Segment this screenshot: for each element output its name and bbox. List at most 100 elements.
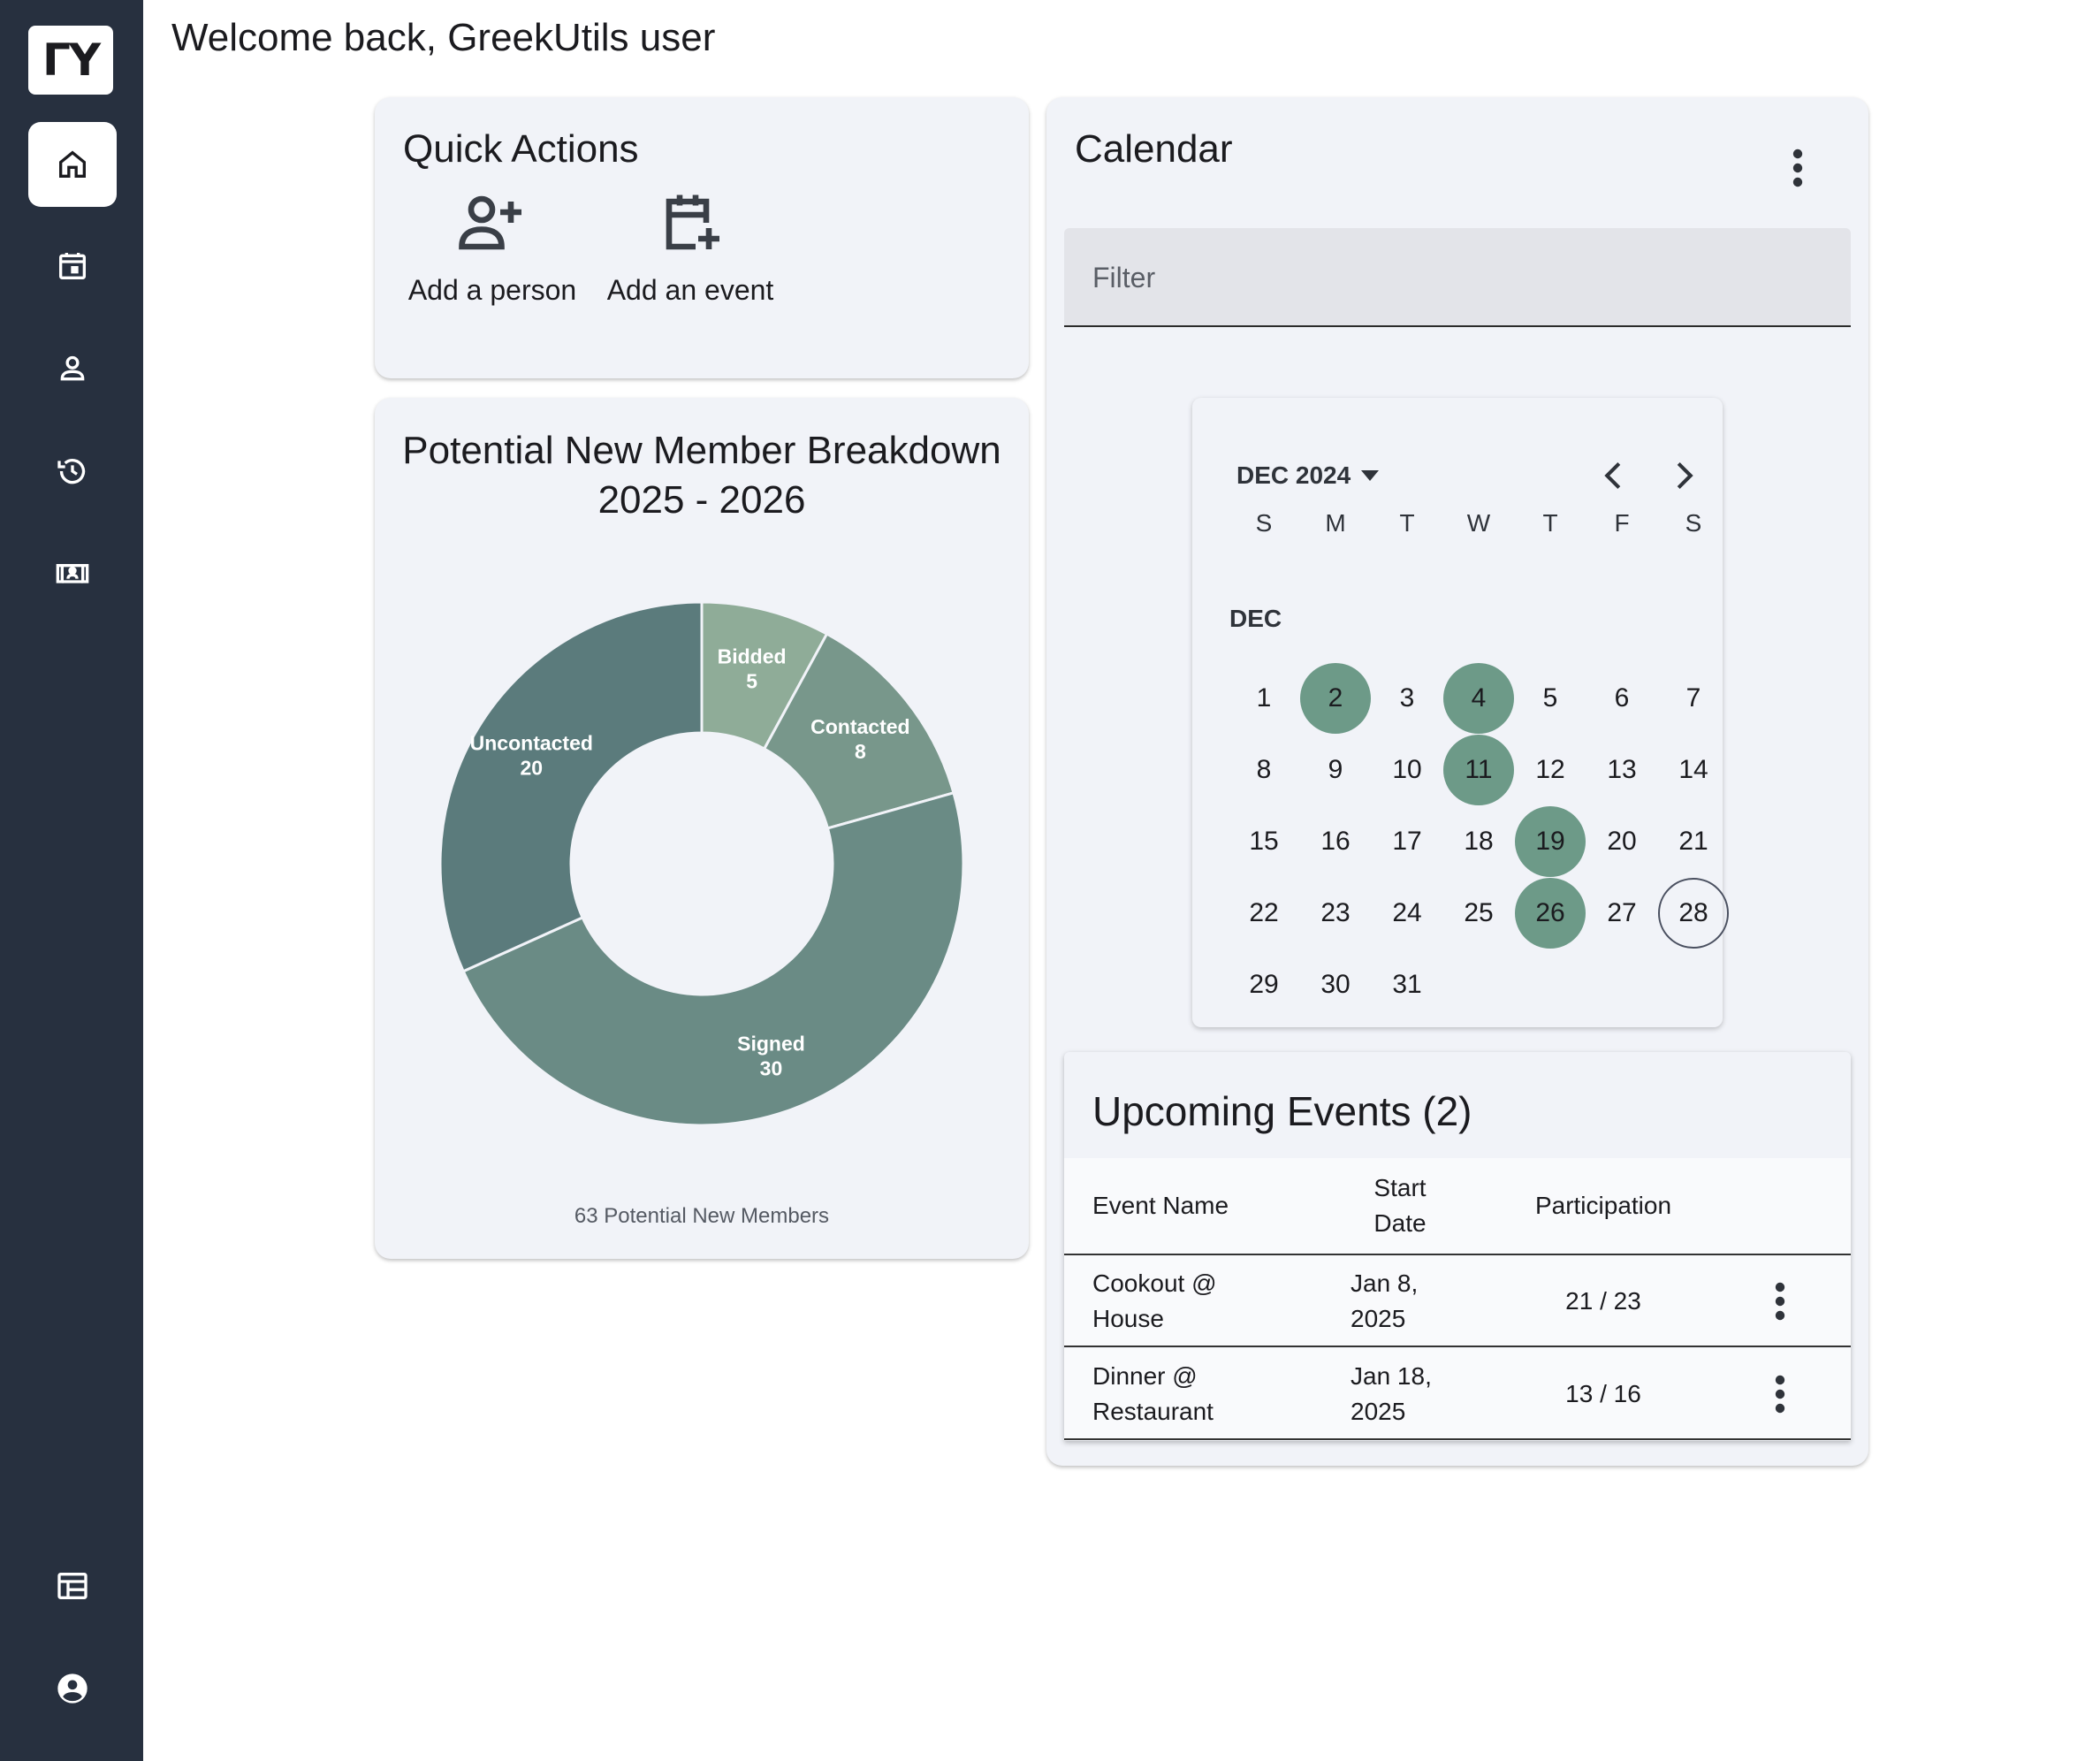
event-name-line2: Restaurant (1092, 1398, 1214, 1425)
header-start-date-line1: Start (1373, 1174, 1427, 1201)
event-date-line1: Jan 18, (1351, 1362, 1432, 1390)
calendar-filter-input[interactable]: Filter (1064, 228, 1851, 327)
weekday-header: W (1466, 509, 1491, 537)
sidebar: ΓY (0, 0, 143, 1761)
calendar-day[interactable]: 10 (1392, 755, 1422, 784)
calendar-day[interactable]: 28 (1658, 878, 1729, 949)
add-person-label: Add a person (407, 274, 577, 306)
nav-history[interactable] (28, 429, 117, 514)
slice-value-uncontacted: 20 (521, 757, 544, 780)
weekday-header: T (1542, 509, 1558, 537)
weekday-header: M (1325, 509, 1346, 537)
calendar-day[interactable]: 20 (1607, 827, 1637, 856)
home-icon (59, 150, 86, 178)
donut-slice-uncontacted[interactable] (438, 600, 704, 973)
nav-account[interactable] (28, 1646, 117, 1731)
nav-layout[interactable] (28, 1544, 117, 1628)
more-vert-icon (1792, 149, 1803, 187)
chart-title-line1: Potential New Member Breakdown (402, 429, 1001, 472)
welcome-message: Welcome back, GreekUtils user (171, 16, 716, 59)
donut-slice-signed[interactable] (461, 790, 965, 1127)
header-start-date-line2: Date (1373, 1209, 1427, 1237)
calendar-day[interactable]: 14 (1678, 755, 1708, 784)
calendar-day[interactable]: 4 (1443, 663, 1514, 734)
calendar-day[interactable]: 9 (1328, 755, 1343, 784)
calendar-day[interactable]: 12 (1535, 755, 1565, 784)
caret-down-icon (1361, 470, 1380, 481)
event-name-line1: Dinner @ (1092, 1362, 1198, 1390)
calendar-day[interactable]: 3 (1399, 683, 1415, 713)
calendar-day[interactable]: 29 (1249, 970, 1279, 999)
calendar-day[interactable]: 1 (1256, 683, 1272, 713)
calendar-day[interactable]: 31 (1392, 970, 1422, 999)
calendar-title: Calendar (1075, 127, 1233, 171)
event-date-line1: Jan 8, (1351, 1269, 1419, 1297)
calendar-day[interactable]: 26 (1515, 878, 1586, 949)
calendar-day[interactable]: 27 (1607, 898, 1637, 927)
calendar-day[interactable]: 11 (1443, 735, 1514, 805)
event-name: Dinner @ Restaurant (1092, 1359, 1214, 1429)
more-vert-icon (1775, 1282, 1785, 1321)
prev-month-button[interactable] (1591, 451, 1635, 500)
chart-title-line2: 2025 - 2026 (597, 478, 806, 522)
calendar-day[interactable]: 8 (1256, 755, 1272, 784)
calendar-icon (59, 253, 86, 279)
add-event-button[interactable]: Add an event (606, 191, 774, 307)
weekday-header: S (1685, 509, 1702, 537)
nav-calendar[interactable] (28, 224, 117, 309)
calendar-day[interactable]: 25 (1464, 898, 1494, 927)
calendar-day[interactable]: 24 (1392, 898, 1422, 927)
donut-slice-contacted[interactable] (762, 632, 955, 830)
slice-value-signed: 30 (760, 1057, 783, 1080)
person-icon (60, 355, 85, 381)
chevron-left-icon (1604, 461, 1621, 490)
weekday-header: T (1399, 509, 1415, 537)
calendar-day[interactable]: 5 (1542, 683, 1558, 713)
calendar-day[interactable]: 18 (1464, 827, 1494, 856)
event-date: Jan 18, 2025 (1351, 1359, 1432, 1429)
chart-footer: 63 Potential New Members (574, 1204, 830, 1228)
calendar-menu-button[interactable] (1780, 141, 1815, 194)
calendar-day[interactable]: 30 (1320, 970, 1351, 999)
slice-value-bidded: 5 (746, 670, 757, 693)
header-start-date: Start Date (1329, 1170, 1471, 1241)
event-name: Cookout @ House (1092, 1266, 1217, 1337)
calendar-day[interactable]: 22 (1249, 898, 1279, 927)
nav-meetings[interactable] (28, 530, 117, 615)
slice-label-contacted: Contacted (810, 715, 909, 738)
app-logo[interactable]: ΓY (28, 26, 113, 95)
event-menu-button[interactable] (1762, 1275, 1798, 1328)
event-participation: 13 / 16 (1565, 1380, 1641, 1407)
add-person-button[interactable]: Add a person (408, 191, 576, 307)
person-add-icon (459, 195, 521, 250)
weekday-header: S (1255, 509, 1273, 537)
upcoming-events-panel: Upcoming Events (2) Event Name Start Dat… (1064, 1052, 1851, 1441)
nav-home[interactable] (28, 122, 117, 207)
month-year-selector[interactable]: DEC 2024 (1236, 461, 1381, 490)
calendar-day[interactable]: 2 (1300, 663, 1371, 734)
account-circle-icon (57, 1673, 88, 1704)
event-date: Jan 8, 2025 (1351, 1266, 1418, 1337)
nav-people[interactable] (28, 326, 117, 411)
slice-value-contacted: 8 (855, 740, 866, 763)
calendar-day[interactable]: 7 (1685, 683, 1701, 713)
table-row[interactable]: Cookout @ House Jan 8, 2025 21 / 23 (1064, 1255, 1851, 1347)
next-month-button[interactable] (1662, 451, 1707, 500)
event-menu-button[interactable] (1762, 1368, 1798, 1421)
events-table-header: Event Name Start Date Participation (1064, 1158, 1851, 1255)
calendar-day[interactable]: 21 (1678, 827, 1708, 856)
calendar-day[interactable]: 16 (1320, 827, 1351, 856)
calendar-day[interactable]: 13 (1607, 755, 1637, 784)
calendar-day[interactable]: 17 (1392, 827, 1422, 856)
more-vert-icon (1775, 1375, 1785, 1414)
calendar-day[interactable]: 19 (1515, 806, 1586, 877)
meeting-room-icon (56, 564, 89, 583)
table-row[interactable]: Dinner @ Restaurant Jan 18, 2025 13 / 16 (1064, 1348, 1851, 1440)
calendar-day[interactable]: 15 (1249, 827, 1279, 856)
calendar-day[interactable]: 23 (1320, 898, 1351, 927)
table-layout-icon (57, 1573, 88, 1599)
calendar-day[interactable]: 6 (1614, 683, 1630, 713)
